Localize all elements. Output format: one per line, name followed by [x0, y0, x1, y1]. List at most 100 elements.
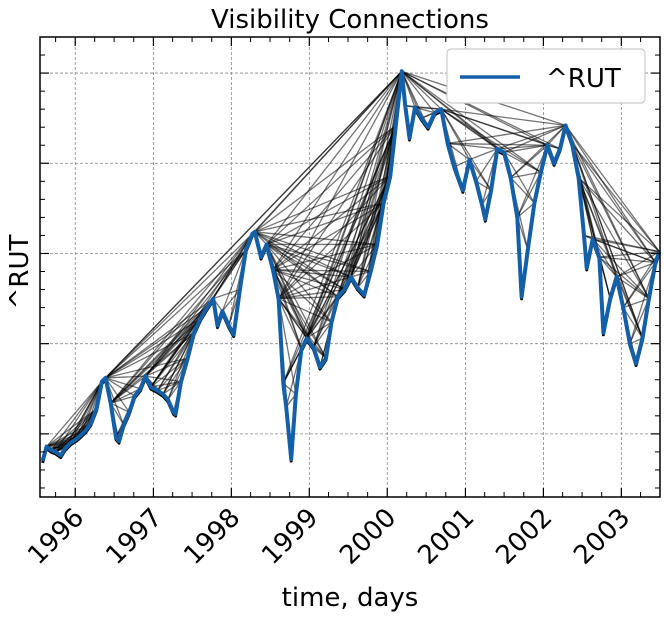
visibility-edge — [401, 70, 542, 173]
visibility-edge — [447, 124, 566, 145]
visibility-edge — [110, 388, 141, 404]
visibility-edge — [598, 256, 618, 278]
visibility-edge — [105, 249, 247, 379]
visibility-edge — [221, 289, 241, 312]
visibility-edge — [503, 124, 566, 154]
visibility-edge — [55, 408, 98, 453]
visibility-edge — [503, 144, 548, 154]
visibility-edge — [565, 125, 657, 263]
visibility-edge — [546, 124, 567, 146]
visibility-edge — [475, 180, 492, 191]
visibility-edge — [578, 177, 660, 253]
visibility-edge — [503, 151, 542, 173]
visibility-edge — [516, 171, 542, 218]
visibility-edge — [497, 144, 548, 150]
x-tick-label: 2002 — [490, 503, 558, 571]
visibility-edge — [278, 298, 327, 359]
visibility-edge — [623, 297, 650, 309]
visibility-edge — [266, 244, 314, 348]
visibility-edge — [266, 244, 333, 323]
visibility-edge — [50, 381, 103, 451]
visibility-edge — [145, 298, 214, 377]
visibility-edge — [440, 108, 542, 173]
legend-label-rut: ^RUT — [546, 64, 621, 94]
visibility-edge — [272, 269, 327, 359]
visibility-edge — [440, 108, 492, 191]
visibility-edge — [162, 357, 189, 395]
visibility-edge — [401, 70, 442, 110]
visibility-edge — [105, 377, 135, 397]
visibility-edge — [356, 71, 403, 288]
visibility-edge — [516, 202, 535, 218]
visibility-edge — [578, 177, 650, 299]
visibility-edge — [414, 106, 435, 114]
visibility-edge — [110, 395, 135, 404]
visibility-edge — [105, 298, 214, 379]
visibility-edge — [254, 175, 391, 233]
x-tick-label: 1999 — [256, 503, 324, 571]
visibility-edge — [598, 256, 650, 300]
visibility-edge — [55, 381, 103, 453]
visibility-edge — [447, 142, 498, 150]
visibility-edge — [592, 238, 660, 253]
visibility-edge — [278, 125, 397, 299]
visibility-edge — [105, 233, 253, 379]
visibility-edge — [110, 233, 254, 404]
visibility-edge — [144, 233, 254, 377]
visibility-edge — [414, 106, 442, 110]
visibility-edge — [350, 71, 403, 278]
visibility-edge — [616, 276, 644, 339]
visibility-edge — [266, 70, 403, 245]
visibility-edge — [454, 159, 470, 168]
visibility-edge — [105, 377, 141, 390]
visibility-edge — [441, 108, 566, 127]
legend: ^RUT — [446, 48, 646, 104]
visibility-edge — [254, 70, 403, 233]
visibility-edge — [105, 70, 403, 379]
visibility-edge — [145, 332, 195, 377]
visibility-edge — [277, 70, 403, 299]
visibility-edge — [110, 249, 247, 404]
x-tick-label: 2000 — [334, 503, 402, 571]
visibility-edge — [447, 142, 470, 161]
visibility-edge — [616, 251, 660, 278]
x-tick-label: 1996 — [22, 503, 90, 571]
visibility-edge — [475, 148, 498, 182]
visibility-edge — [599, 256, 656, 264]
visibility-edge — [306, 125, 397, 339]
legend-box — [446, 48, 646, 104]
visibility-edge — [616, 261, 656, 278]
x-tick-label: 1998 — [178, 503, 246, 571]
visibility-edge — [110, 402, 130, 413]
visibility-edge — [510, 177, 535, 204]
visibility-edge — [622, 307, 644, 339]
visibility-edge — [401, 70, 436, 114]
x-tick-label: 2001 — [412, 503, 480, 571]
visibility-edge — [254, 202, 384, 233]
visibility-edge — [565, 125, 660, 253]
visibility-edge — [272, 70, 403, 271]
visibility-edge — [616, 276, 650, 300]
visibility-edge — [592, 238, 656, 264]
rut-series-line — [40, 69, 662, 462]
x-tick-labels: 1996 1997 1998 1999 2000 2001 2002 2003 — [22, 503, 636, 571]
visibility-edge — [312, 71, 403, 348]
axis-ticks — [40, 36, 660, 497]
visibility-edge — [599, 251, 660, 258]
y-axis-label: ^RUT — [5, 235, 35, 310]
visibility-edge — [221, 249, 247, 312]
visibility-edge — [510, 124, 567, 179]
visibility-edge — [272, 124, 397, 271]
x-axis-label: time, days — [282, 583, 419, 613]
visibility-edge — [110, 298, 214, 404]
visibility-edge — [447, 142, 548, 146]
visibility-edge — [312, 321, 333, 348]
visibility-edge — [282, 71, 403, 384]
visibility-edge — [592, 238, 650, 300]
visibility-edge — [272, 269, 371, 273]
visibility-edge — [337, 71, 403, 297]
visibility-edge — [571, 143, 650, 299]
visibility-edge — [266, 243, 345, 291]
visibility-edge — [150, 233, 254, 388]
